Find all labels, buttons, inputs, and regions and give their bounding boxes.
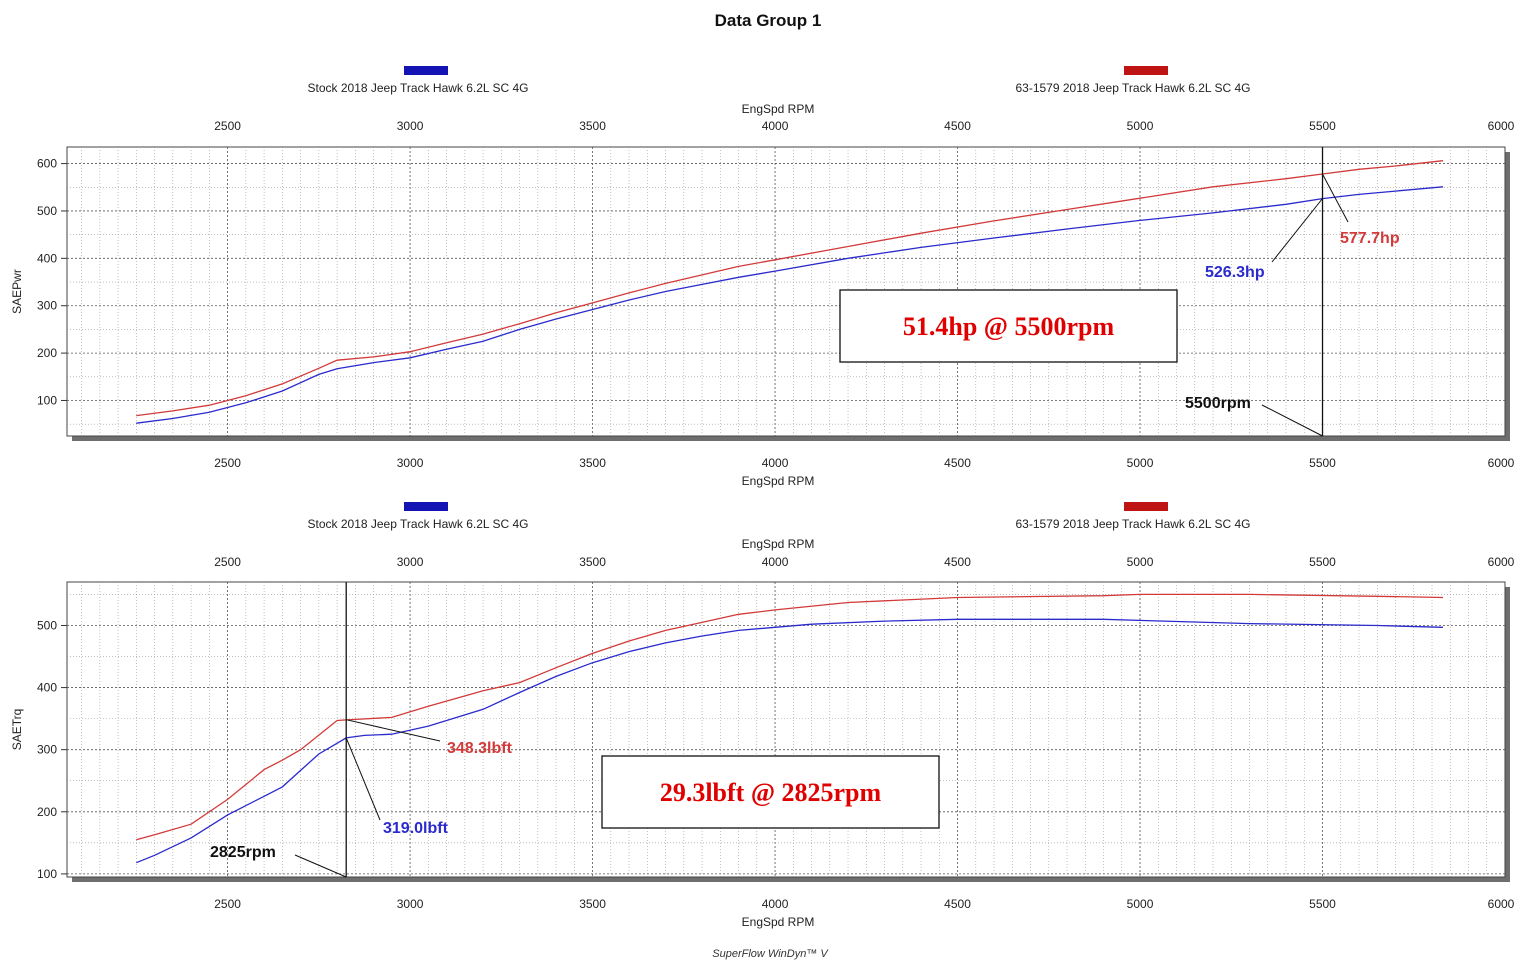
power-x-tick-label: 4000 [762, 456, 789, 470]
power-mod-value-label: 577.7hp [1340, 230, 1400, 247]
torque-series-line-stock [136, 618, 1444, 864]
power-plot-area [66, 146, 1506, 437]
power-stock-leader [1271, 198, 1323, 263]
power-x-tick-label-top: 2500 [214, 119, 241, 133]
torque-stock-leader [345, 737, 381, 821]
power-y-tick-label: 600 [37, 157, 57, 171]
torque-series-line-mod [136, 593, 1444, 841]
power-x-tick-label-top: 6000 [1488, 119, 1515, 133]
torque-y-tick-label: 400 [37, 681, 57, 695]
torque-x-tick-label-top: 5000 [1127, 555, 1154, 569]
power-y-axis-title: SAEPwr [10, 269, 24, 314]
power-x-tick-label-top: 5000 [1127, 119, 1154, 133]
power-x-tick-label: 3000 [397, 456, 424, 470]
torque-x-tick-label-top: 4000 [762, 555, 789, 569]
torque-x-tick-label-top: 4500 [944, 555, 971, 569]
power-series-line-stock [136, 186, 1444, 424]
torque-x-tick-label: 4000 [762, 897, 789, 911]
torque-y-tick-label: 200 [37, 805, 57, 819]
footer-credit: SuperFlow WinDyn™ V [712, 948, 829, 960]
torque-y-tick-label: 500 [37, 618, 57, 632]
torque-legend-label-mod: 63-1579 2018 Jeep Track Hawk 6.2L SC 4G [1015, 517, 1250, 531]
power-legend-swatch-mod [1124, 66, 1168, 75]
power-legend-swatch-stock [404, 66, 448, 75]
power-rpm-leader [1261, 404, 1323, 437]
power-x-tick-label-top: 3000 [397, 119, 424, 133]
torque-x-tick-label: 2500 [214, 897, 241, 911]
torque-x-tick-label-top: 5500 [1309, 555, 1336, 569]
torque-y-tick-label: 100 [37, 867, 57, 881]
power-x-axis-title: EngSpd RPM [742, 474, 815, 488]
torque-x-tick-label: 4500 [944, 897, 971, 911]
torque-y-tick-label: 300 [37, 743, 57, 757]
power-rpm-label: 5500rpm [1185, 395, 1251, 412]
torque-legend-swatch-stock [404, 502, 448, 511]
power-x-tick-label-top: 4000 [762, 119, 789, 133]
torque-x-tick-label: 6000 [1488, 897, 1515, 911]
power-y-tick-label: 400 [37, 251, 57, 265]
power-y-tick-label: 200 [37, 346, 57, 360]
power-y-tick-label: 300 [37, 299, 57, 313]
power-x-tick-label-top: 5500 [1309, 119, 1336, 133]
power-x-tick-label: 5000 [1127, 456, 1154, 470]
power-x-tick-label: 5500 [1309, 456, 1336, 470]
power-series-line-mod [136, 160, 1444, 417]
power-legend-label-stock: Stock 2018 Jeep Track Hawk 6.2L SC 4G [308, 81, 529, 95]
torque-x-tick-label: 5500 [1309, 897, 1336, 911]
torque-legend-label-stock: Stock 2018 Jeep Track Hawk 6.2L SC 4G [308, 517, 529, 531]
power-stock-value-label: 526.3hp [1205, 264, 1265, 281]
power-x-tick-label: 4500 [944, 456, 971, 470]
torque-gain-text: 29.3lbft @ 2825rpm [660, 778, 882, 807]
power-legend-label-mod: 63-1579 2018 Jeep Track Hawk 6.2L SC 4G [1015, 81, 1250, 95]
torque-x-tick-label: 5000 [1127, 897, 1154, 911]
torque-mod-leader [346, 719, 441, 742]
torque-x-tick-label: 3500 [579, 897, 606, 911]
power-x-tick-label-top: 3500 [579, 119, 606, 133]
power-x-tick-label: 3500 [579, 456, 606, 470]
chart-title: Data Group 1 [715, 11, 822, 30]
power-x-tick-label-top: 4500 [944, 119, 971, 133]
torque-x-tick-label-top: 2500 [214, 555, 241, 569]
torque-x-tick-label-top: 6000 [1488, 555, 1515, 569]
power-mod-leader [1322, 173, 1349, 223]
torque-x-axis-title: EngSpd RPM [742, 915, 815, 929]
torque-x-tick-label-top: 3000 [397, 555, 424, 569]
torque-mod-value-label: 348.3lbft [447, 740, 513, 757]
torque-y-axis-title: SAETrq [10, 709, 24, 751]
torque-x-tick-label: 3000 [397, 897, 424, 911]
torque-x-axis-title-top: EngSpd RPM [742, 537, 815, 551]
torque-rpm-label: 2825rpm [210, 844, 276, 861]
torque-rpm-leader [294, 854, 347, 878]
power-gain-box [839, 289, 1178, 363]
power-y-tick-label: 100 [37, 393, 57, 407]
power-x-tick-label: 6000 [1488, 456, 1515, 470]
power-x-tick-label: 2500 [214, 456, 241, 470]
power-x-axis-title-top: EngSpd RPM [742, 102, 815, 116]
power-y-tick-label: 500 [37, 204, 57, 218]
torque-stock-value-label: 319.0lbft [383, 820, 449, 837]
torque-x-tick-label-top: 3500 [579, 555, 606, 569]
power-gain-text: 51.4hp @ 5500rpm [903, 312, 1115, 341]
torque-gain-box [601, 755, 940, 829]
torque-legend-swatch-mod [1124, 502, 1168, 511]
